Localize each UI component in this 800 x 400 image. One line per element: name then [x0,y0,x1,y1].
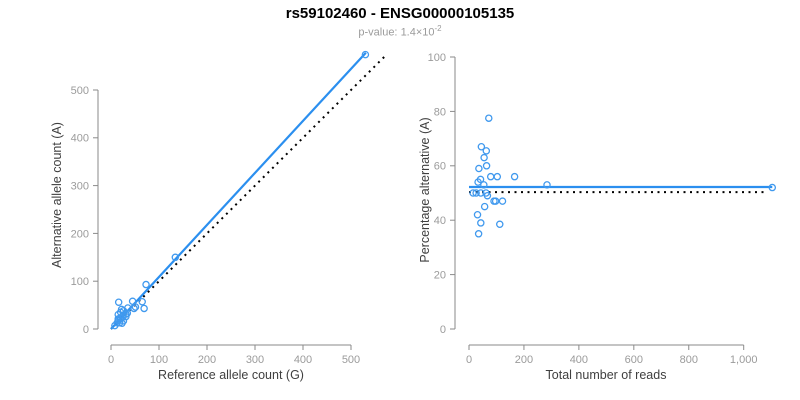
x-tick-label: 1,000 [730,354,758,366]
data-point [485,114,493,122]
right-x-axis-title: Total number of reads [545,368,667,382]
data-point [543,181,551,189]
y-tick-label: 40 [434,215,446,227]
data-point [131,303,140,311]
data-point [483,191,492,200]
x-tick-label: 500 [342,354,360,366]
left-y-axis-title: Alternative allele count (A) [50,122,64,268]
y-tick-label: 100 [428,52,446,64]
x-tick-label: 400 [570,354,588,366]
y-tick-label: 300 [71,180,89,192]
x-tick-label: 0 [466,354,472,366]
y-tick-label: 20 [434,269,446,281]
y-tick-label: 0 [440,324,446,336]
data-point [114,298,123,306]
data-point [480,202,489,211]
identity-line [110,55,386,330]
data-point [142,280,150,289]
data-point [496,220,504,229]
data-point [171,253,180,262]
data-point [477,219,485,227]
data-point [482,147,491,155]
x-tick-label: 400 [294,354,312,366]
fit-line [110,51,367,330]
y-tick-label: 60 [434,161,446,173]
left-x-axis-title: Reference allele count (G) [158,368,304,382]
data-point [118,319,126,328]
x-tick-label: 200 [515,354,533,366]
figure-title: rs59102460 - ENSG00000105135 [285,5,515,22]
pvalue-mantissa: 1.4×10 [400,26,435,39]
data-point [480,153,488,162]
data-point [480,181,488,189]
data-point [477,143,486,151]
y-tick-label: 0 [83,324,89,336]
data-point [477,189,485,197]
data-point [469,189,477,197]
data-point [474,230,483,238]
data-point [498,197,507,205]
x-tick-label: 0 [108,354,114,366]
pvalue-label: p-value: [358,26,401,39]
data-point [482,162,491,170]
y-tick-label: 200 [71,228,89,240]
x-tick-label: 200 [198,354,216,366]
data-point [128,297,137,306]
data-point [473,211,482,219]
y-tick-label: 100 [71,276,89,288]
data-point [491,197,500,205]
x-tick-label: 300 [246,354,264,366]
data-point [474,178,482,186]
data-point [361,50,370,59]
data-point [130,304,138,313]
charts-canvas: 0 100 200 300 400 500 0 100 200 300 400 500 0 20 40 60 8… [71,50,777,366]
data-point [486,172,495,181]
data-point [472,189,480,197]
data-point [140,304,148,313]
figure-subtitle: p-value: 1.4×10-2 [0,24,800,39]
right-y-axis-title: Percentage alternative (A) [418,117,432,263]
data-point [475,164,483,173]
data-point [768,183,777,192]
data-point [138,298,146,306]
pvalue-exponent: -2 [434,24,442,33]
y-tick-label: 500 [71,85,89,97]
data-point [510,172,519,181]
x-tick-label: 800 [680,354,698,366]
x-tick-label: 600 [625,354,643,366]
data-point [493,172,502,181]
x-tick-label: 100 [150,354,168,366]
y-tick-label: 80 [434,106,446,118]
y-tick-label: 400 [71,133,89,145]
